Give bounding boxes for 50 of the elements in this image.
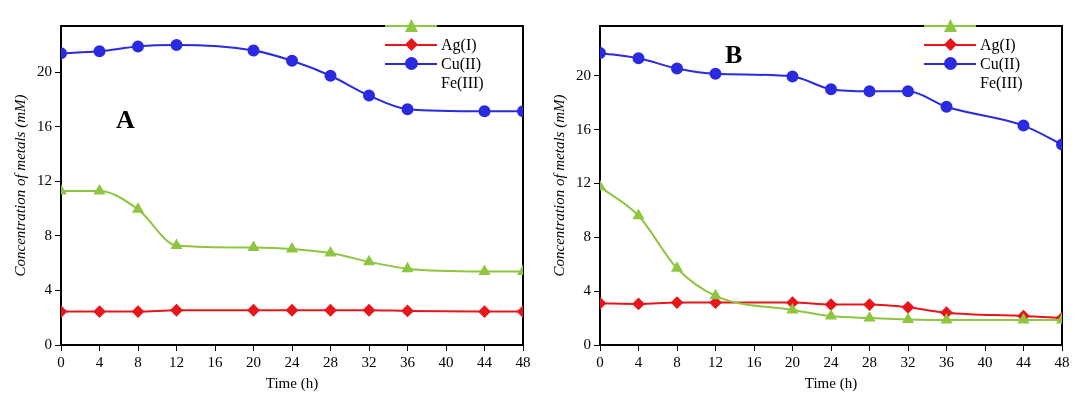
annotation: Fe(III) <box>441 73 485 92</box>
x-tick-label: 40 <box>977 353 993 370</box>
x-tick-label: 20 <box>785 353 800 370</box>
x-tick-label: 44 <box>1016 353 1032 370</box>
annotation: B <box>725 39 743 69</box>
x-tick-label: 12 <box>169 353 184 370</box>
y-tick-label: 12 <box>37 172 52 189</box>
x-tick-label: 8 <box>673 353 681 370</box>
y-tick-label: 0 <box>44 335 52 352</box>
x-tick-label: 48 <box>1054 353 1070 370</box>
x-tick-label: 4 <box>634 353 643 370</box>
x-tick-label: 28 <box>862 353 877 370</box>
x-tick-label: 48 <box>515 353 531 370</box>
y-tick-label: 8 <box>44 226 52 243</box>
x-tick-label: 0 <box>57 353 65 370</box>
x-tick-label: 0 <box>596 353 604 370</box>
y-axis-title: Concentration of metals (mM) <box>550 94 568 277</box>
annotation: A <box>116 104 135 134</box>
legend-label: Ag(I) <box>441 35 478 54</box>
x-tick-label: 24 <box>284 353 300 370</box>
x-tick-label: 16 <box>207 353 223 370</box>
x-tick-label: 44 <box>477 353 493 370</box>
annotation: Fe(III) <box>980 73 1024 92</box>
x-tick-label: 20 <box>246 353 261 370</box>
legend-label: Cu(II) <box>980 54 1021 73</box>
x-tick-label: 36 <box>939 353 955 370</box>
legend-label: Cu(II) <box>441 54 482 73</box>
x-tick-label: 4 <box>95 353 104 370</box>
y-tick-label: 12 <box>576 174 591 191</box>
y-tick-label: 4 <box>583 282 592 299</box>
x-tick-label: 8 <box>134 353 142 370</box>
x-tick-label: 28 <box>323 353 338 370</box>
x-axis-title: Time (h) <box>265 374 319 392</box>
x-tick-label: 16 <box>746 353 762 370</box>
x-tick-label: 24 <box>823 353 839 370</box>
x-axis-title: Time (h) <box>804 374 858 392</box>
x-tick-label: 12 <box>708 353 723 370</box>
x-tick-label: 32 <box>361 353 377 370</box>
x-tick-label: 36 <box>400 353 416 370</box>
y-tick-label: 16 <box>576 120 592 137</box>
y-tick-label: 8 <box>583 228 591 245</box>
legend-label: Ag(I) <box>980 35 1017 54</box>
y-tick-label: 16 <box>37 117 53 134</box>
x-tick-label: 32 <box>900 353 916 370</box>
y-tick-label: 20 <box>576 66 591 83</box>
y-axis-title: Concentration of metals (mM) <box>11 94 29 277</box>
x-tick-label: 40 <box>438 353 454 370</box>
y-tick-label: 4 <box>44 281 53 298</box>
y-tick-label: 20 <box>37 63 52 80</box>
y-tick-label: 0 <box>583 335 591 352</box>
